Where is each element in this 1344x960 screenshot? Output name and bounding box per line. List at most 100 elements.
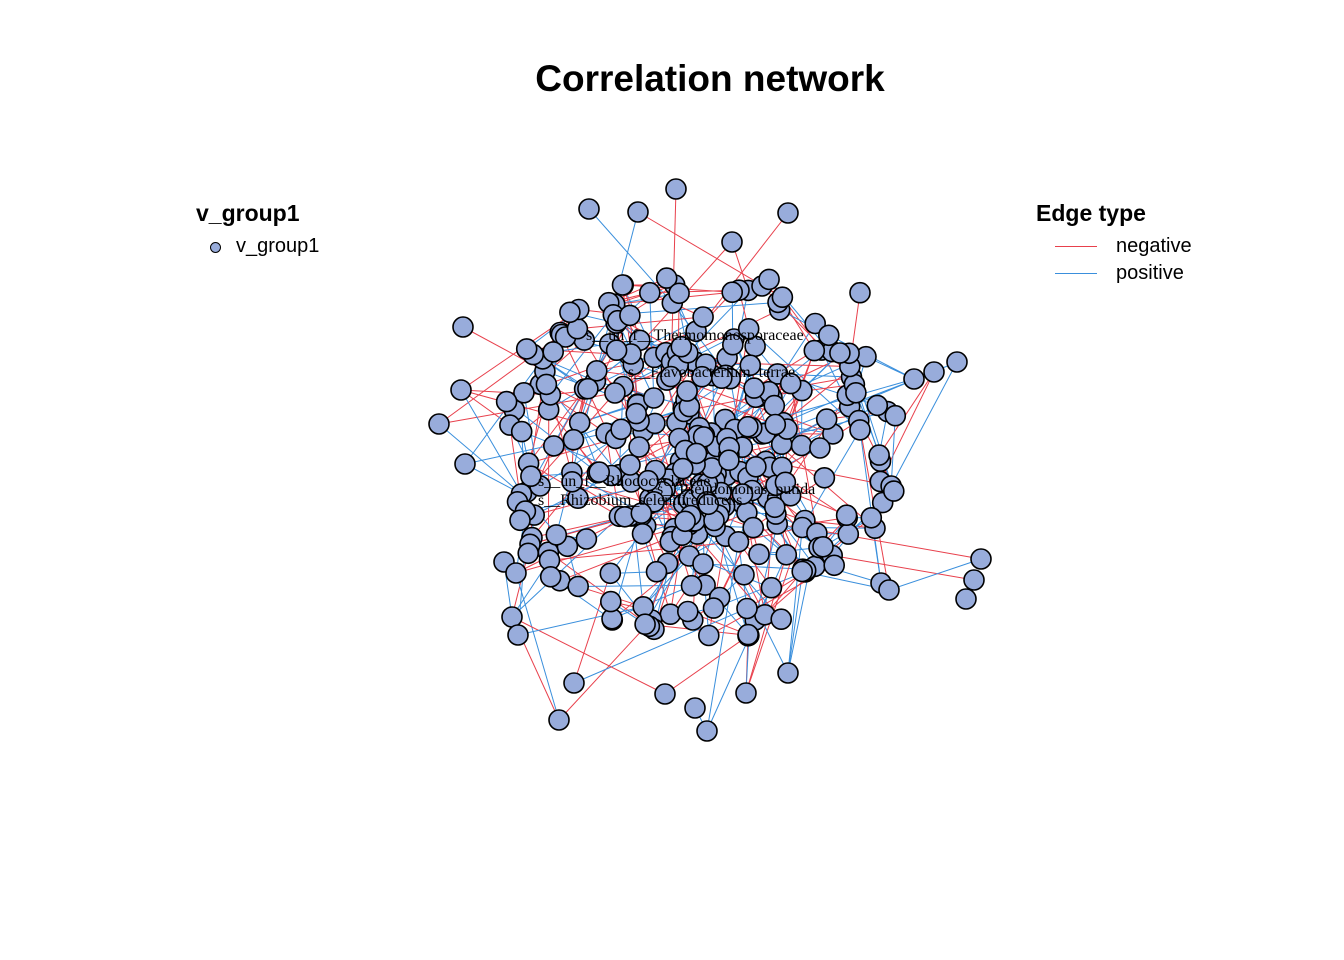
- network-node: [520, 465, 542, 488]
- network-node: [638, 281, 661, 304]
- network-edge: [573, 608, 748, 684]
- network-node: [878, 579, 900, 601]
- network-edge: [783, 394, 848, 424]
- network-node: [702, 597, 725, 619]
- network-node: [697, 624, 720, 647]
- network-node: [610, 418, 632, 441]
- network-node: [509, 509, 531, 532]
- network-node: [743, 377, 765, 399]
- network-node: [627, 201, 649, 223]
- network-edge: [708, 536, 727, 636]
- network-node: [884, 404, 907, 427]
- network-node: [577, 377, 599, 400]
- network-node: [561, 470, 583, 493]
- network-edge: [702, 563, 803, 570]
- network-node: [727, 530, 750, 553]
- network-node: [611, 274, 634, 296]
- network-node: [771, 286, 794, 309]
- network-node: [628, 436, 650, 458]
- network-node: [837, 523, 860, 545]
- network-node: [668, 282, 690, 305]
- network-node: [692, 306, 714, 328]
- network-node: [737, 415, 759, 438]
- network-node: [654, 683, 676, 705]
- network-edge: [549, 541, 739, 561]
- network-node: [763, 394, 786, 417]
- network-edge: [890, 361, 958, 487]
- network-node: [567, 575, 590, 598]
- edge-legend-title: Edge type: [1036, 200, 1146, 226]
- node-label-thermomonosporaceae: s__un_f__Thermomonosporaceae: [586, 327, 804, 344]
- network-node: [542, 341, 565, 363]
- network-edge: [555, 381, 596, 536]
- node-legend-title: v_group1: [196, 200, 300, 226]
- network-node: [764, 413, 787, 436]
- network-node: [860, 506, 883, 529]
- network-node: [739, 354, 762, 377]
- network-node: [835, 504, 858, 527]
- network-edge: [787, 527, 803, 674]
- network-node: [790, 434, 813, 457]
- network-edge: [613, 301, 779, 316]
- network-node: [645, 560, 668, 583]
- network-node: [454, 453, 476, 475]
- network-node: [803, 339, 826, 362]
- positive-edge-line-icon: [1055, 273, 1097, 274]
- network-node: [539, 565, 562, 588]
- network-node: [736, 597, 758, 620]
- network-node: [684, 697, 706, 719]
- network-node: [510, 420, 533, 443]
- network-node: [575, 528, 598, 550]
- network-node: [774, 471, 797, 494]
- network-edge: [647, 480, 766, 616]
- network-node: [505, 562, 527, 584]
- network-node: [770, 608, 793, 631]
- network-edge: [511, 616, 666, 695]
- network-node: [655, 267, 678, 289]
- node-legend-label: v_group1: [236, 235, 320, 257]
- network-node: [545, 524, 568, 546]
- network-node: [697, 493, 720, 516]
- network-node: [721, 281, 744, 304]
- network-node: [866, 394, 889, 417]
- node-label-pseudomonas-putida: s__Pseudomonas_putida: [657, 481, 815, 498]
- network-edge: [738, 527, 803, 543]
- network-node: [513, 381, 535, 404]
- network-node: [882, 480, 905, 502]
- network-node: [849, 419, 871, 441]
- network-edge: [539, 437, 617, 487]
- network-edge: [515, 572, 560, 721]
- network-edge: [787, 569, 804, 674]
- network-node: [813, 466, 836, 489]
- node-label-rhizobium: s__Rhizobium_selenitireducens: [538, 492, 742, 509]
- network-node: [665, 178, 687, 200]
- network-node: [670, 335, 693, 358]
- network-edge: [511, 515, 620, 618]
- network-node: [721, 231, 743, 253]
- network-node: [559, 301, 581, 324]
- network-edge: [573, 573, 611, 684]
- network-node: [578, 198, 600, 220]
- network-node: [604, 382, 626, 404]
- network-node: [775, 543, 798, 566]
- network-node: [748, 543, 770, 566]
- network-node: [548, 709, 570, 731]
- network-node: [721, 333, 744, 356]
- network-node: [680, 574, 703, 597]
- network-node: [868, 444, 890, 466]
- network-node: [733, 563, 755, 586]
- network-node: [760, 576, 783, 599]
- network-edge: [888, 558, 982, 591]
- page-title: Correlation network: [535, 58, 885, 99]
- network-edge: [438, 423, 522, 495]
- network-node: [599, 590, 622, 613]
- network-node: [630, 502, 653, 525]
- network-node: [809, 437, 831, 459]
- network-node: [779, 372, 802, 395]
- network-edge: [559, 536, 673, 582]
- network-node: [631, 522, 654, 545]
- network-node: [450, 379, 472, 401]
- network-node: [495, 390, 518, 413]
- network-node: [507, 624, 529, 646]
- network-node-labels: s__un_f__Thermomonosporaceae s__Flavobac…: [538, 327, 815, 509]
